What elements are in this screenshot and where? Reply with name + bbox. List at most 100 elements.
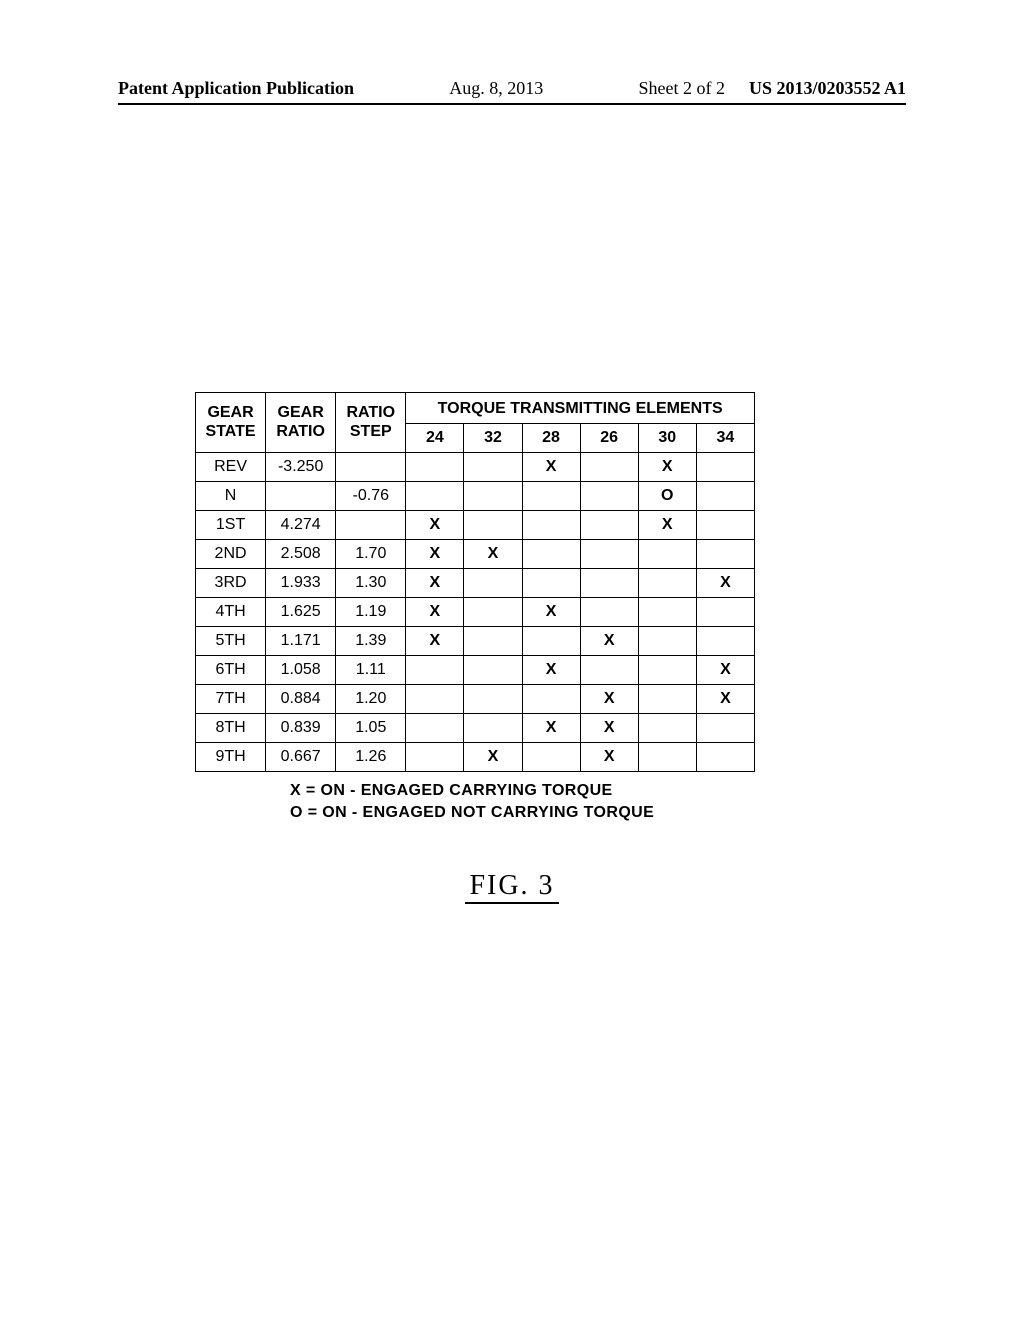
cell-element: [580, 453, 638, 482]
cell-element: [464, 685, 522, 714]
col-el-5: 34: [696, 424, 754, 453]
gear-table-container: GEARSTATE GEARRATIO RATIOSTEP TORQUE TRA…: [195, 392, 755, 772]
cell-element: X: [638, 453, 696, 482]
figure-label: FIG. 3: [0, 870, 1024, 902]
cell-state: N: [196, 482, 266, 511]
table-row: 5TH1.1711.39XX: [196, 627, 755, 656]
table-row: 2ND2.5081.70XX: [196, 540, 755, 569]
cell-element: [464, 627, 522, 656]
col-gear-ratio-text: GEARRATIO: [276, 404, 325, 439]
table-row: 7TH0.8841.20XX: [196, 685, 755, 714]
cell-element: [696, 598, 754, 627]
cell-element: [696, 714, 754, 743]
cell-element: [522, 627, 580, 656]
cell-element: X: [406, 540, 464, 569]
cell-step: 1.30: [336, 569, 406, 598]
col-ratio-step-text: RATIOSTEP: [346, 404, 395, 439]
table-body: REV-3.250XXN-0.76O1ST4.274XX2ND2.5081.70…: [196, 453, 755, 772]
col-el-1: 32: [464, 424, 522, 453]
cell-element: [406, 714, 464, 743]
figure-label-text: FIG. 3: [465, 870, 558, 904]
cell-element: X: [406, 627, 464, 656]
cell-state: 4TH: [196, 598, 266, 627]
cell-element: [406, 743, 464, 772]
cell-element: [580, 482, 638, 511]
cell-element: O: [638, 482, 696, 511]
cell-state: 8TH: [196, 714, 266, 743]
cell-element: X: [522, 656, 580, 685]
cell-element: [638, 743, 696, 772]
publication-number: US 2013/0203552 A1: [749, 78, 906, 99]
cell-element: [638, 685, 696, 714]
cell-ratio: 4.274: [266, 511, 336, 540]
cell-element: [638, 598, 696, 627]
cell-element: X: [696, 569, 754, 598]
cell-ratio: [266, 482, 336, 511]
cell-element: X: [406, 511, 464, 540]
table-row: N-0.76O: [196, 482, 755, 511]
cell-element: X: [522, 598, 580, 627]
page-header: Patent Application Publication Aug. 8, 2…: [118, 78, 906, 105]
cell-element: [580, 569, 638, 598]
cell-element: X: [638, 511, 696, 540]
publication-label: Patent Application Publication: [118, 78, 354, 99]
cell-element: X: [522, 714, 580, 743]
cell-step: 1.70: [336, 540, 406, 569]
col-el-0: 24: [406, 424, 464, 453]
cell-ratio: 0.884: [266, 685, 336, 714]
col-el-3: 26: [580, 424, 638, 453]
table-row: 8TH0.8391.05XX: [196, 714, 755, 743]
cell-element: [464, 482, 522, 511]
cell-element: [406, 453, 464, 482]
cell-element: [580, 656, 638, 685]
cell-element: [696, 743, 754, 772]
cell-element: [406, 685, 464, 714]
cell-element: X: [406, 598, 464, 627]
table-row: 4TH1.6251.19XX: [196, 598, 755, 627]
cell-state: 7TH: [196, 685, 266, 714]
table-head: GEARSTATE GEARRATIO RATIOSTEP TORQUE TRA…: [196, 393, 755, 453]
header-row-1: GEARSTATE GEARRATIO RATIOSTEP TORQUE TRA…: [196, 393, 755, 424]
cell-element: X: [522, 453, 580, 482]
cell-element: [696, 540, 754, 569]
cell-ratio: 1.058: [266, 656, 336, 685]
cell-element: [406, 482, 464, 511]
cell-element: [464, 453, 522, 482]
cell-element: X: [580, 685, 638, 714]
cell-step: 1.19: [336, 598, 406, 627]
table-row: 9TH0.6671.26XX: [196, 743, 755, 772]
table-row: 1ST4.274XX: [196, 511, 755, 540]
col-el-4: 30: [638, 424, 696, 453]
col-gear-ratio: GEARRATIO: [266, 393, 336, 453]
cell-ratio: 1.625: [266, 598, 336, 627]
table-row: 6TH1.0581.11XX: [196, 656, 755, 685]
cell-step: 1.39: [336, 627, 406, 656]
cell-element: [696, 453, 754, 482]
cell-element: [464, 569, 522, 598]
col-gear-state: GEARSTATE: [196, 393, 266, 453]
cell-element: [638, 569, 696, 598]
page: Patent Application Publication Aug. 8, 2…: [0, 0, 1024, 1320]
publication-date: Aug. 8, 2013: [354, 78, 638, 99]
col-ratio-step: RATIOSTEP: [336, 393, 406, 453]
cell-element: [638, 540, 696, 569]
cell-state: 3RD: [196, 569, 266, 598]
col-gear-state-text: GEARSTATE: [206, 404, 256, 439]
cell-element: X: [580, 627, 638, 656]
cell-element: [638, 714, 696, 743]
cell-ratio: 1.933: [266, 569, 336, 598]
cell-step: 1.26: [336, 743, 406, 772]
legend-line-2: O = ON - ENGAGED NOT CARRYING TORQUE: [290, 802, 654, 824]
cell-element: [522, 743, 580, 772]
cell-state: 2ND: [196, 540, 266, 569]
cell-ratio: 1.171: [266, 627, 336, 656]
cell-element: [696, 511, 754, 540]
cell-ratio: -3.250: [266, 453, 336, 482]
cell-element: [580, 540, 638, 569]
col-elements-title: TORQUE TRANSMITTING ELEMENTS: [406, 393, 755, 424]
cell-step: 1.11: [336, 656, 406, 685]
cell-element: X: [696, 656, 754, 685]
cell-element: X: [464, 743, 522, 772]
cell-element: [522, 482, 580, 511]
cell-element: [522, 511, 580, 540]
